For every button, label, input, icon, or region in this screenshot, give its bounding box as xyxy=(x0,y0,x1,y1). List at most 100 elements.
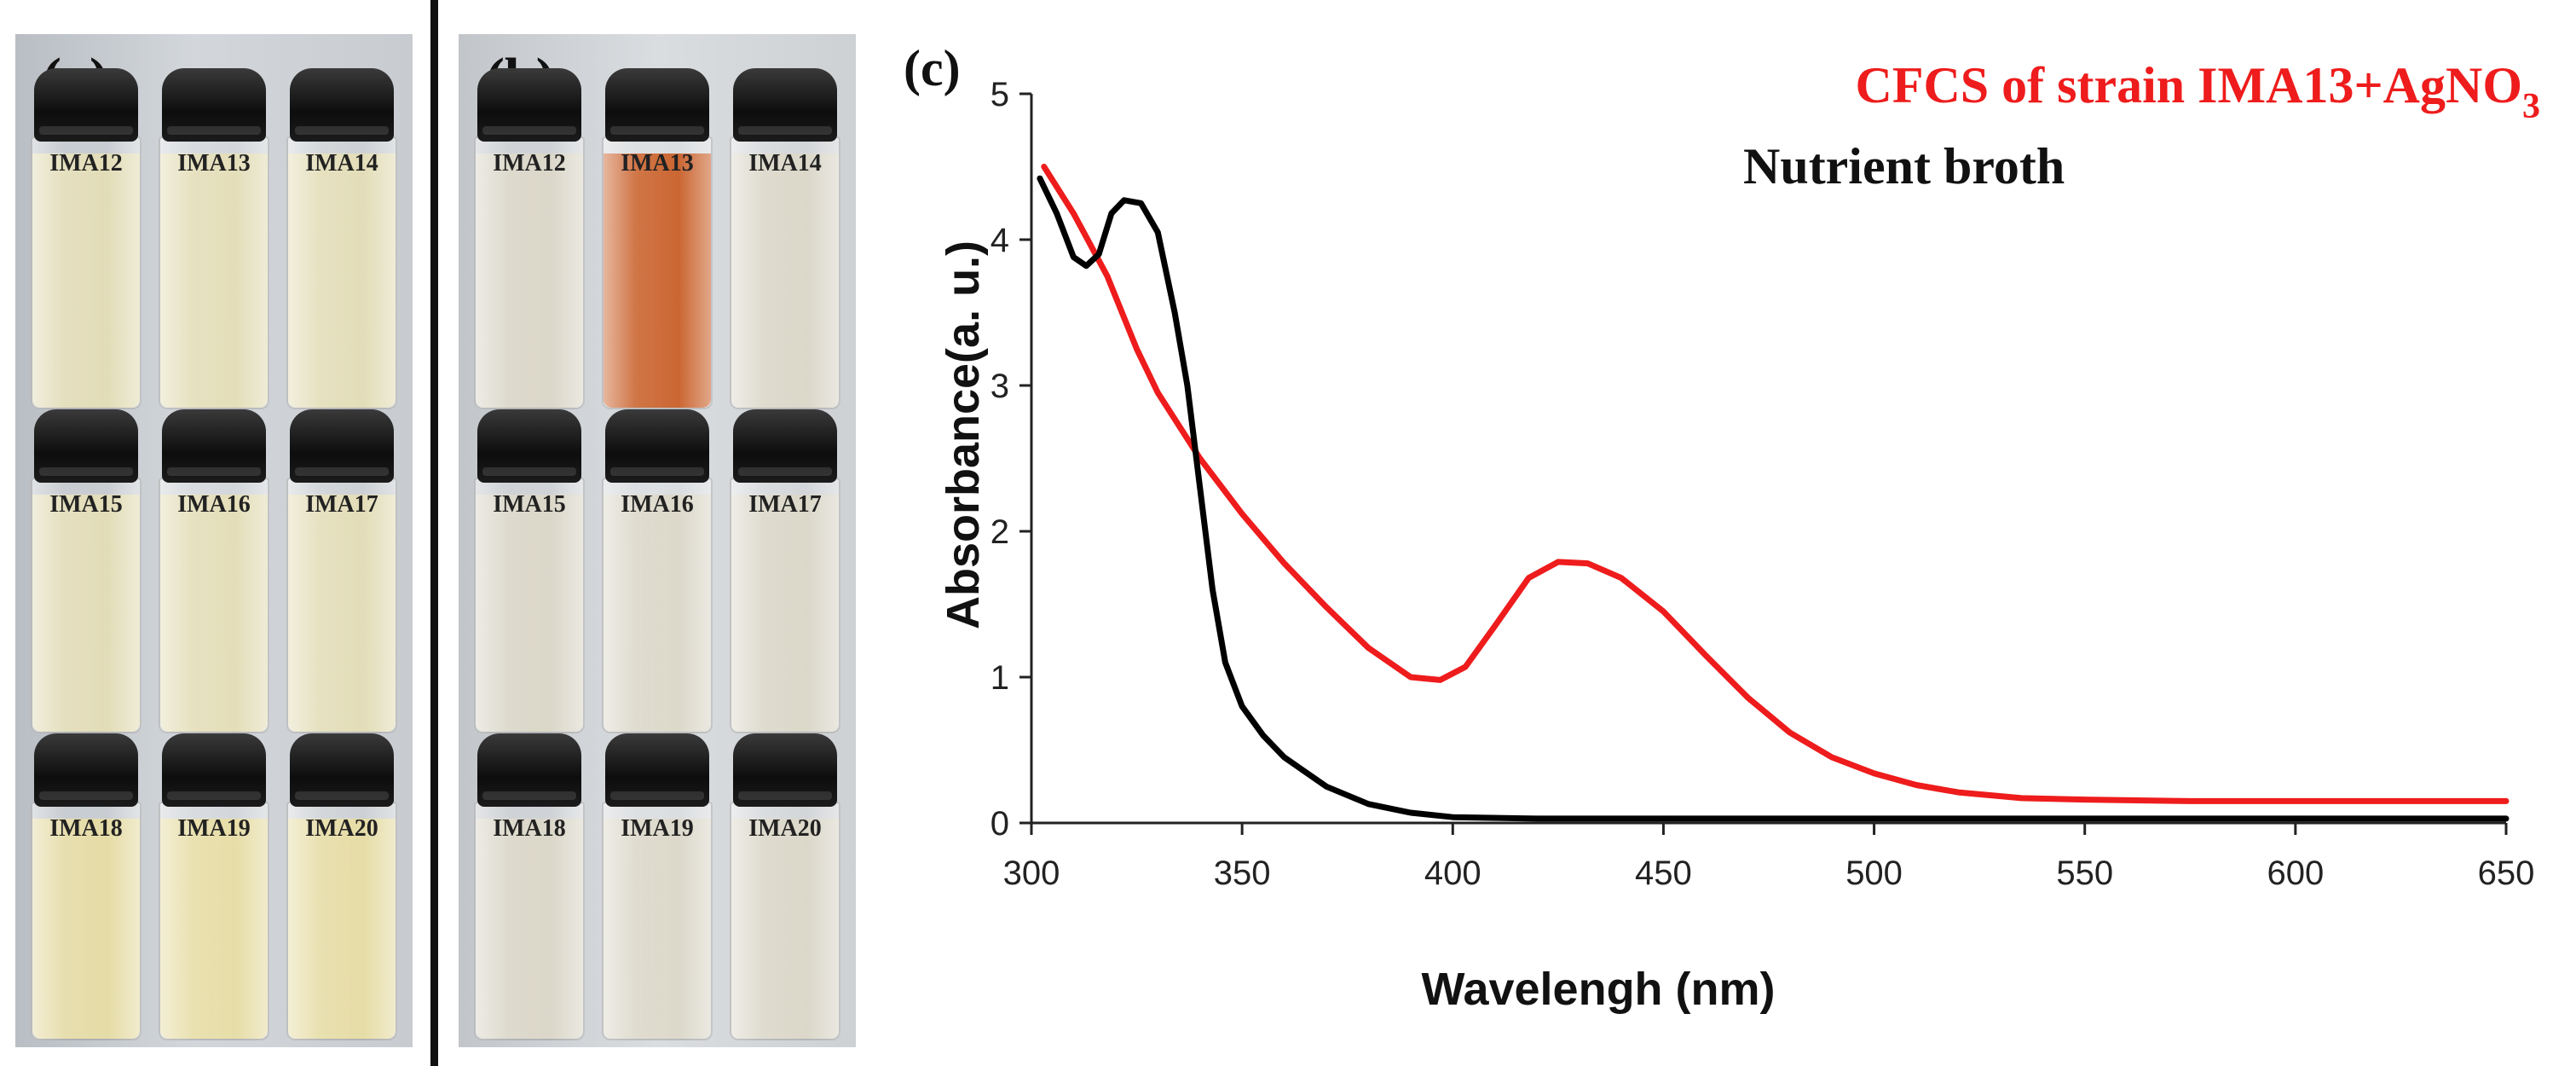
vial-cap xyxy=(34,68,138,142)
vial-label: IMA12 xyxy=(493,150,566,177)
vial-label: IMA13 xyxy=(621,150,694,177)
vial-cap xyxy=(162,733,266,807)
vial-cap xyxy=(605,409,709,483)
vial-glass xyxy=(159,136,269,409)
vial-label: IMA16 xyxy=(621,491,694,518)
vial-a-ima20: IMA20 xyxy=(286,733,397,1040)
vial-label: IMA16 xyxy=(177,491,251,518)
vial-glass xyxy=(159,478,269,733)
x-tick-label: 450 xyxy=(1635,855,1692,892)
panel-divider xyxy=(430,0,438,1066)
vial-b-ima13: IMA13 xyxy=(602,68,713,409)
vial-cap xyxy=(34,409,138,483)
y-axis-title: Absorbance(a. u.) xyxy=(938,240,989,629)
vial-cap xyxy=(34,733,138,807)
vial-glass xyxy=(286,802,397,1040)
vial-glass xyxy=(474,136,585,409)
x-tick-label: 350 xyxy=(1214,855,1271,892)
vial-cap xyxy=(733,733,837,807)
vial-cap xyxy=(162,409,266,483)
vial-label: IMA15 xyxy=(49,491,123,518)
vial-cap xyxy=(605,68,709,142)
vial-glass xyxy=(730,802,840,1040)
vial-cap xyxy=(477,733,581,807)
vial-glass xyxy=(602,478,713,733)
vial-glass xyxy=(31,136,142,409)
absorbance-chart: (c) Absorbance(a. u.) Wavelengh (nm) 0 1 2… xyxy=(904,40,2541,1015)
y-tick-label: 2 xyxy=(991,513,1009,551)
y-tick-label: 3 xyxy=(991,368,1009,405)
y-tick-label: 5 xyxy=(991,76,1009,113)
panel-c-label: (c) xyxy=(904,40,961,96)
vial-photo-panel-a: (a) IMA12IMA13IMA14IMA15IMA16IMA17IMA18I… xyxy=(15,34,413,1047)
vial-label: IMA12 xyxy=(49,150,123,177)
vial-label: IMA19 xyxy=(177,815,251,842)
x-tick-label: 400 xyxy=(1424,855,1481,892)
vial-cap xyxy=(733,68,837,142)
vial-glass xyxy=(602,802,713,1040)
chart-axes: 0 1 2 3 4 5 300 350 400 450 500 550 600 650 xyxy=(991,76,2535,892)
y-tick-label: 0 xyxy=(991,805,1009,843)
chart-series xyxy=(1037,164,2510,822)
x-tick-label: 600 xyxy=(2267,855,2324,892)
vial-photo-panel-b: (b) IMA12IMA13IMA14IMA15IMA16IMA17IMA18I… xyxy=(459,34,856,1047)
vial-cap xyxy=(733,409,837,483)
x-tick-label: 500 xyxy=(1845,855,1903,892)
legend-cfcs-subscript: 3 xyxy=(2522,87,2540,126)
vial-glass xyxy=(730,136,840,409)
legend-entry-nutrient-broth: Nutrient broth xyxy=(1743,138,2065,194)
x-tick-label: 550 xyxy=(2056,855,2113,892)
legend-entry-cfcs: CFCS of strain IMA13+AgNO3 xyxy=(1856,57,2541,126)
series-line-nutrient-broth xyxy=(1037,175,2510,822)
legend-cfcs-text: CFCS of strain IMA13+AgNO xyxy=(1856,57,2523,113)
vial-a-ima12: IMA12 xyxy=(31,68,142,409)
x-tick-label: 300 xyxy=(1003,855,1060,892)
vial-label: IMA20 xyxy=(305,815,378,842)
vial-cap xyxy=(290,733,394,807)
vial-glass xyxy=(31,802,142,1040)
vial-label: IMA14 xyxy=(748,150,822,177)
vial-glass xyxy=(474,802,585,1040)
vial-b-ima17: IMA17 xyxy=(730,409,840,733)
vial-glass xyxy=(159,802,269,1040)
vial-label: IMA17 xyxy=(748,491,822,518)
vial-b-ima12: IMA12 xyxy=(474,68,585,409)
vial-cap xyxy=(477,409,581,483)
vial-label: IMA13 xyxy=(177,150,251,177)
vial-a-ima15: IMA15 xyxy=(31,409,142,733)
vial-b-ima19: IMA19 xyxy=(602,733,713,1040)
vial-cap xyxy=(605,733,709,807)
vial-b-ima15: IMA15 xyxy=(474,409,585,733)
vial-a-ima19: IMA19 xyxy=(159,733,269,1040)
vial-glass xyxy=(286,136,397,409)
vial-a-ima13: IMA13 xyxy=(159,68,269,409)
vial-a-ima16: IMA16 xyxy=(159,409,269,733)
series-line-cfcs xyxy=(1041,164,2510,804)
vial-label: IMA15 xyxy=(493,491,566,518)
vial-b-ima14: IMA14 xyxy=(730,68,840,409)
vial-b-ima16: IMA16 xyxy=(602,409,713,733)
vial-a-ima18: IMA18 xyxy=(31,733,142,1040)
x-tick-label: 650 xyxy=(2478,855,2535,892)
vial-cap xyxy=(290,68,394,142)
vial-label: IMA18 xyxy=(493,815,566,842)
vial-label: IMA20 xyxy=(748,815,822,842)
vial-label: IMA14 xyxy=(305,150,378,177)
vial-glass xyxy=(602,136,713,409)
x-axis-title: Wavelengh (nm) xyxy=(1421,964,1775,1015)
vial-cap xyxy=(162,68,266,142)
vial-glass xyxy=(474,478,585,733)
vial-b-ima18: IMA18 xyxy=(474,733,585,1040)
vial-glass xyxy=(286,478,397,733)
vial-b-ima20: IMA20 xyxy=(730,733,840,1040)
vial-a-ima17: IMA17 xyxy=(286,409,397,733)
vial-cap xyxy=(290,409,394,483)
y-tick-label: 4 xyxy=(991,222,1009,259)
vial-glass xyxy=(730,478,840,733)
vial-label: IMA19 xyxy=(621,815,694,842)
vial-label: IMA17 xyxy=(305,491,378,518)
vial-label: IMA18 xyxy=(49,815,123,842)
vial-cap xyxy=(477,68,581,142)
y-tick-label: 1 xyxy=(991,659,1009,697)
vial-a-ima14: IMA14 xyxy=(286,68,397,409)
